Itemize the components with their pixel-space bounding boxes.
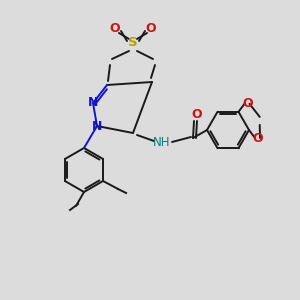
Text: O: O (110, 22, 120, 35)
Text: NH: NH (153, 136, 171, 148)
Text: S: S (128, 37, 138, 50)
Text: O: O (146, 22, 156, 35)
Text: O: O (192, 109, 202, 122)
Text: N: N (92, 119, 102, 133)
Text: O: O (253, 131, 263, 145)
Text: O: O (242, 97, 253, 110)
Text: N: N (88, 97, 98, 110)
